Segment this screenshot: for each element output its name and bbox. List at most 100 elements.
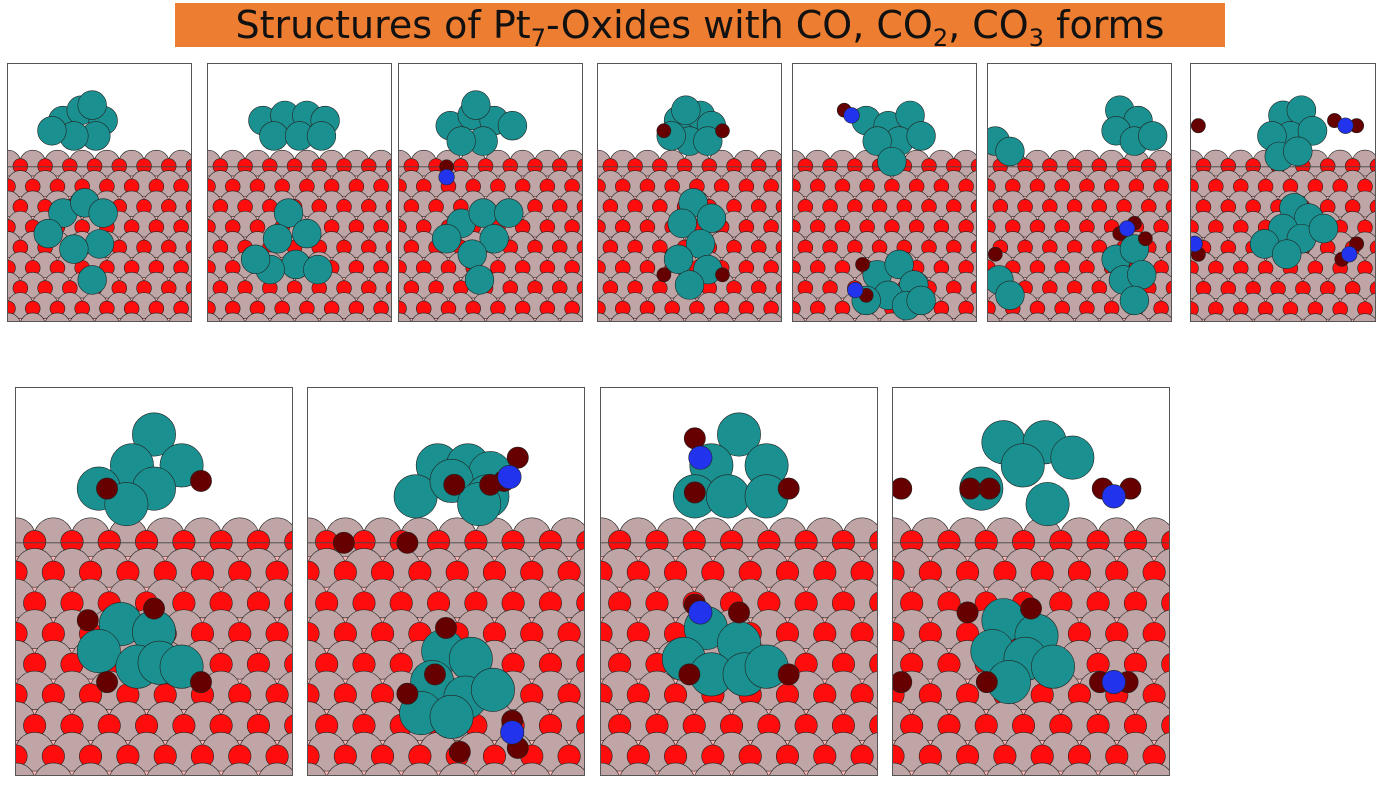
structure-panel-7 (1190, 63, 1376, 322)
lattice-metal-atom (620, 762, 657, 775)
platinum-atom (1000, 443, 1045, 488)
lattice-oxygen-atom (16, 622, 28, 646)
adsorbate-oxygen-atom (396, 682, 419, 705)
lattice-oxygen-atom (399, 300, 407, 317)
lattice-metal-atom (830, 312, 855, 321)
lattice-oxygen-atom (185, 158, 191, 174)
adsorbate-oxygen-atom (893, 477, 913, 500)
carbon-atom (1118, 220, 1136, 237)
platinum-atom (77, 90, 107, 120)
lattice-oxygen-atom (1161, 592, 1169, 614)
adsorbate-oxygen-atom (190, 671, 212, 694)
lattice-oxygen-atom (598, 178, 606, 195)
lattice-metal-atom (220, 312, 245, 321)
adsorbate-oxygen-atom (975, 671, 998, 694)
lattice-oxygen-atom (775, 199, 781, 215)
lattice-metal-atom (657, 762, 694, 775)
lattice-metal-atom (598, 312, 611, 321)
lattice-metal-atom (20, 312, 45, 321)
lattice-metal-atom (319, 312, 344, 321)
platinum-atom (862, 126, 892, 156)
adsorbate-oxygen-atom (678, 663, 701, 686)
lattice-metal-atom (1025, 312, 1050, 321)
page-title: Structures of Pt7-Oxides with CO, CO2, C… (235, 3, 1165, 47)
lattice-metal-atom (893, 762, 912, 775)
structure-panel-5 (792, 63, 977, 322)
platinum-atom-subsurface (76, 629, 121, 674)
lattice-metal-atom (8, 312, 21, 321)
platinum-atom (717, 412, 761, 457)
lattice-metal-atom (144, 312, 169, 321)
lattice-metal-atom (510, 312, 535, 321)
lattice-metal-atom (327, 762, 364, 775)
platinum-atom-subsurface (1127, 260, 1157, 290)
title-banner: Structures of Pt7-Oxides with CO, CO2, C… (175, 3, 1225, 47)
platinum-atom (995, 136, 1025, 167)
lattice-oxygen-atom (8, 260, 16, 276)
lattice-metal-atom (659, 312, 685, 321)
lattice-oxygen-atom (208, 300, 216, 317)
lattice-metal-atom (986, 762, 1024, 775)
platinum-atom-subsurface (1308, 213, 1339, 244)
lattice-metal-atom (1000, 312, 1025, 321)
lattice-oxygen-atom (793, 178, 801, 195)
lattice-metal-atom (1191, 313, 1203, 321)
carbon-atom (847, 282, 864, 299)
platinum-atom (306, 121, 337, 151)
carbon-atom (1337, 117, 1354, 134)
platinum-atom-subsurface (884, 249, 914, 280)
lattice-oxygen-atom (308, 622, 320, 646)
structure-image-4 (598, 95, 781, 321)
carbon-atom (1101, 670, 1126, 695)
lattice-metal-atom (988, 312, 1001, 321)
lattice-oxygen-atom (1161, 714, 1169, 737)
lattice-oxygen-atom (576, 240, 582, 255)
platinum-atom-subsurface (33, 218, 63, 249)
lattice-metal-atom (368, 312, 391, 321)
platinum-atom (671, 95, 701, 125)
adsorbate-oxygen-atom (448, 740, 471, 763)
lattice-metal-atom (184, 762, 221, 775)
lattice-oxygen-atom (775, 158, 781, 174)
carbon-atom (843, 107, 860, 124)
lattice-oxygen-atom (284, 592, 292, 614)
lattice-oxygen-atom (970, 199, 976, 215)
adsorbate-oxygen-atom (190, 469, 212, 492)
adsorbate-oxygen-atom (1191, 118, 1206, 134)
adsorbate-oxygen-atom (424, 663, 446, 686)
platinum-atom-subsurface (468, 198, 498, 228)
lattice-metal-atom (1135, 762, 1169, 775)
lattice-oxygen-atom (385, 280, 391, 296)
adsorbate-oxygen-atom (715, 123, 730, 139)
platinum-atom-subsurface (273, 198, 304, 228)
platinum-atom (497, 111, 528, 141)
lattice-oxygen-atom (1369, 158, 1375, 174)
lattice-metal-atom (535, 312, 560, 321)
structure-image-6 (988, 95, 1171, 321)
platinum-atom-subsurface (674, 270, 705, 300)
platinum-atom-subsurface (906, 285, 936, 316)
lattice-oxygen-atom (893, 622, 905, 646)
platinum-atom-subsurface (663, 244, 694, 274)
lattice-oxygen-atom (16, 683, 28, 707)
lattice-metal-atom (94, 312, 120, 321)
lattice-oxygen-atom (16, 560, 28, 584)
lattice-metal-atom (485, 312, 511, 321)
lattice-oxygen-atom (385, 199, 391, 215)
lattice-metal-atom (1278, 313, 1303, 321)
structure-image-1 (8, 90, 191, 321)
lattice-oxygen-atom (185, 199, 191, 215)
platinum-atom (1050, 435, 1095, 480)
platinum-atom (1283, 136, 1313, 167)
structure-panel-6 (987, 63, 1172, 322)
adsorbate-oxygen-atom (777, 477, 800, 500)
platinum-atom-subsurface (88, 198, 118, 228)
lattice-metal-atom (1253, 313, 1278, 321)
adsorbate-oxygen-atom (893, 671, 913, 694)
platinum-atom-subsurface (240, 244, 271, 274)
lattice-metal-atom (438, 762, 476, 775)
lattice-metal-atom (953, 312, 976, 321)
adsorbate-oxygen-atom (396, 531, 419, 554)
lattice-oxygen-atom (208, 219, 216, 235)
lattice-oxygen-atom (1191, 178, 1199, 195)
